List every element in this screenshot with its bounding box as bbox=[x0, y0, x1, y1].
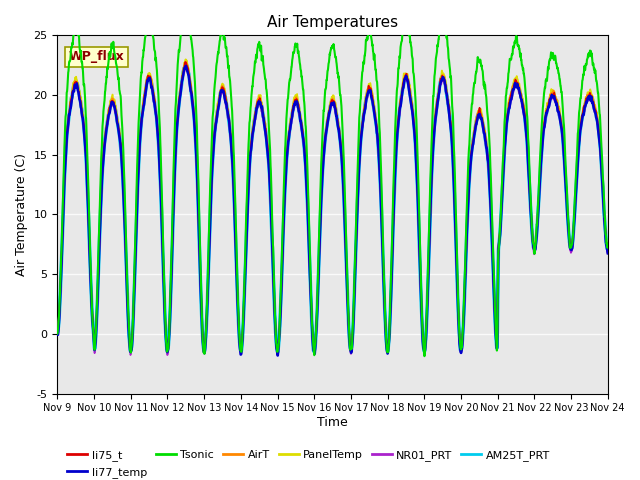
Legend: li75_t, li77_temp, Tsonic, AirT, PanelTemp, NR01_PRT, AM25T_PRT: li75_t, li77_temp, Tsonic, AirT, PanelTe… bbox=[63, 446, 554, 480]
Title: Air Temperatures: Air Temperatures bbox=[267, 15, 398, 30]
X-axis label: Time: Time bbox=[317, 416, 348, 429]
Y-axis label: Air Temperature (C): Air Temperature (C) bbox=[15, 153, 28, 276]
Text: WP_flux: WP_flux bbox=[68, 50, 124, 63]
